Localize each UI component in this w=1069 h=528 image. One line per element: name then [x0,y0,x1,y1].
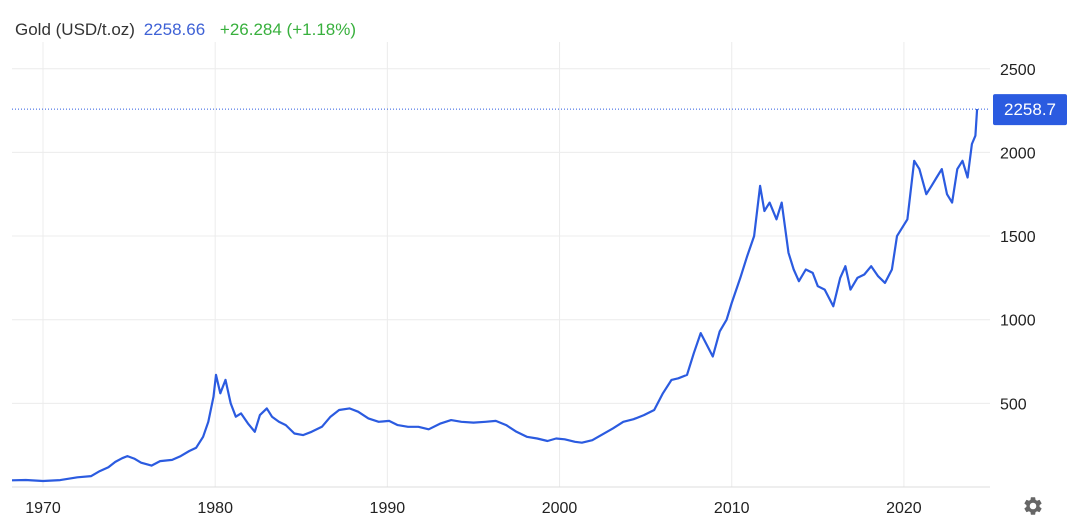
x-tick-label: 1990 [370,500,406,517]
current-price: 2258.66 [143,20,206,39]
y-tick-label: 2500 [1000,62,1036,79]
y-tick-label: 500 [1000,396,1027,413]
series-line [11,109,979,483]
y-tick-label: 2000 [1000,145,1036,162]
axis-ticks: 1970 1980 1990 2000 2010 2020 500 1000 1500 2000 2… [25,62,1035,517]
last-value-badge-bg [993,94,1067,126]
price-change: +26.284 (+1.18%) [219,20,357,39]
instrument-name: Gold (USD/t.oz) [15,20,135,39]
x-tick-label: 2010 [714,500,750,517]
last-value-label: 2258.7 [1004,100,1056,119]
y-tick-label: 1500 [1000,229,1036,246]
chart-header: Gold (USD/t.oz) 2258.66 +26.284 (+1.18%) [15,20,356,40]
grid [12,42,990,488]
x-tick-label: 2020 [886,500,922,517]
last-value-badge: 2258.7 [993,94,1067,126]
x-tick-label: 1980 [197,500,233,517]
x-tick-label: 2000 [542,500,578,517]
gear-icon[interactable] [1022,495,1044,517]
y-tick-label: 1000 [1000,313,1036,330]
x-tick-label: 1970 [25,500,61,517]
